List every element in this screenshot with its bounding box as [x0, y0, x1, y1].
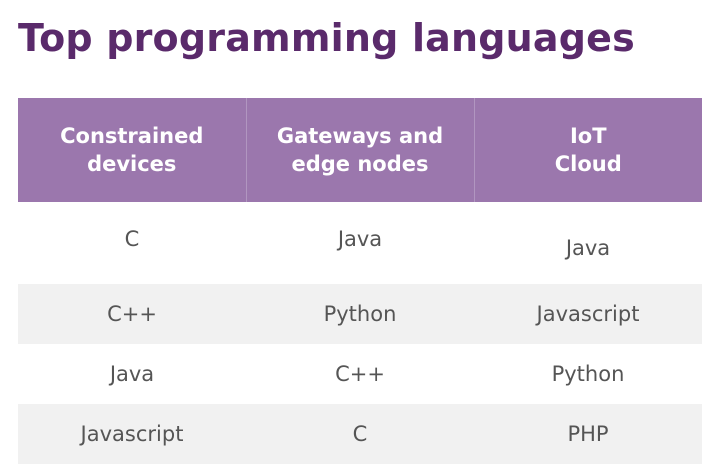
table-cell: Java	[337, 227, 383, 251]
table-cell: Javascript	[18, 404, 246, 464]
column-header-constrained-devices: Constrained devices	[18, 98, 246, 202]
table-cell: C++	[335, 362, 385, 386]
table-cell: Java	[565, 236, 611, 260]
column-header-iot-cloud: IoT Cloud	[473, 98, 702, 202]
table-cell: C	[124, 227, 140, 251]
table-cell: Python	[551, 362, 625, 386]
table-cell: C++	[18, 284, 246, 344]
table-cell: PHP	[474, 404, 702, 464]
column-header-gateways-edge-nodes: Gateways and edge nodes	[245, 98, 474, 202]
table-row: Javascript C PHP	[18, 404, 702, 464]
table-body: C Java Java C++ Python Javascript Java C…	[18, 202, 702, 464]
table-cell: Javascript	[474, 284, 702, 344]
table-header: Constrained devices Gateways and edge no…	[18, 98, 702, 202]
table-row: Java C++ Python	[18, 344, 702, 404]
table-row: C++ Python Javascript	[18, 284, 702, 344]
table-row: C Java Java	[18, 202, 702, 284]
languages-table: Constrained devices Gateways and edge no…	[18, 98, 702, 464]
header-row: Constrained devices Gateways and edge no…	[18, 98, 702, 202]
table-cell: C	[246, 404, 474, 464]
table-cell: Python	[246, 284, 474, 344]
table-cell: Java	[109, 362, 155, 386]
page-title: Top programming languages	[18, 16, 635, 60]
